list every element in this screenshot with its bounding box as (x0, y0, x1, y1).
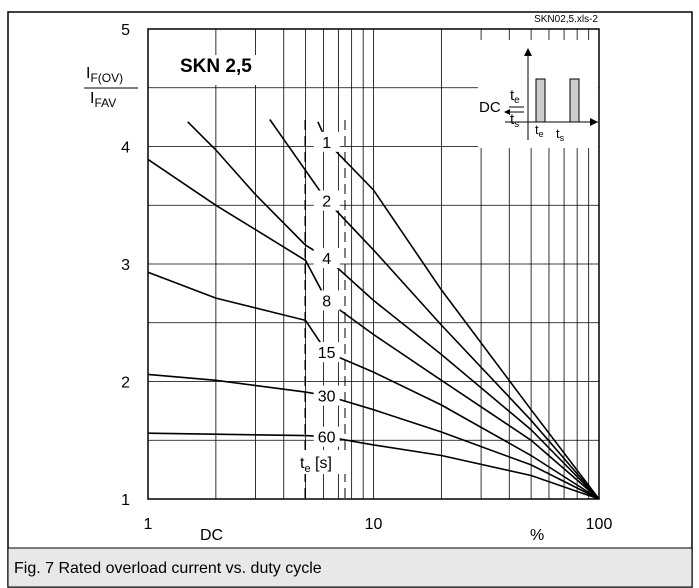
y-tick-label: 1 (121, 492, 130, 509)
y-label-main: I (90, 90, 94, 107)
inset-pulse (569, 78, 580, 123)
curve-label-bg (313, 385, 340, 406)
chart-title: SKN 2,5 (180, 56, 252, 77)
y-label-num: IF(OV) (86, 65, 123, 85)
inset-main: t (510, 111, 515, 128)
y-label-sub: F(OV) (90, 71, 123, 85)
inset-arrow (504, 109, 510, 115)
y-label-sub: FAV (94, 96, 116, 110)
inset-main: t (556, 126, 560, 141)
legend-sub: e (304, 463, 310, 475)
inset-pulse (535, 78, 546, 123)
curve-label-bg (313, 190, 340, 211)
curve-label: 30 (318, 389, 336, 406)
inset-sub: e (514, 95, 520, 106)
curve-label: 60 (318, 430, 336, 447)
y-tick-label: 3 (121, 257, 130, 274)
caption-bar (7, 547, 693, 588)
curve (269, 119, 600, 500)
curve-label-bg (313, 131, 340, 152)
inset-main: t (535, 122, 539, 137)
curve-label-bg (313, 342, 340, 363)
x-tick-label: 100 (586, 516, 613, 533)
inset: te DC ts te ts (478, 40, 598, 148)
legend-main: t (300, 455, 305, 472)
y-tick-label: 2 (121, 375, 130, 392)
curves: 1 2 4 8 15 30 60 (147, 119, 600, 500)
y-label-den: IFAV (90, 90, 116, 110)
curve (147, 158, 600, 500)
x-unit: % (530, 527, 544, 544)
curve-label-bg (313, 248, 340, 269)
inset-arrow (590, 118, 598, 126)
inset-ts2: ts (556, 126, 565, 143)
caption: Fig. 7 Rated overload current vs. duty c… (14, 560, 322, 577)
y-tick-label: 5 (121, 22, 130, 39)
x-tick-label: 1 (144, 516, 153, 533)
inset-ts: ts (510, 111, 519, 130)
inset-dc: DC (479, 99, 501, 116)
y-tick-label: 4 (121, 140, 130, 157)
curve-label: 8 (322, 293, 331, 310)
legend-title: te [s] (300, 455, 332, 475)
inset-sub: e (539, 129, 544, 139)
curve-label: 2 (322, 194, 331, 211)
curve-label-bg (313, 426, 340, 447)
inset-sub: s (514, 119, 519, 130)
curve-label: 1 (322, 135, 331, 152)
inset-arrow (524, 48, 532, 56)
file-label: SKN02,5.xls-2 (534, 14, 598, 25)
legend-rest: [s] (311, 455, 332, 472)
y-label-main: I (86, 65, 90, 82)
curve (147, 271, 600, 500)
x-label: DC (200, 527, 223, 544)
plot-frame (147, 28, 600, 500)
curve (147, 432, 600, 500)
inset-main: t (510, 87, 515, 104)
curve-label-bg (313, 290, 340, 311)
title-bg (170, 55, 270, 85)
curve-label: 4 (322, 251, 331, 268)
inset-te2: te (535, 122, 544, 139)
curve-label: 15 (318, 345, 336, 362)
inset-te: te (510, 87, 520, 106)
inset-sub: s (560, 133, 565, 143)
legend-bg (297, 450, 349, 474)
curve (147, 373, 600, 500)
x-tick-label: 10 (365, 516, 383, 533)
